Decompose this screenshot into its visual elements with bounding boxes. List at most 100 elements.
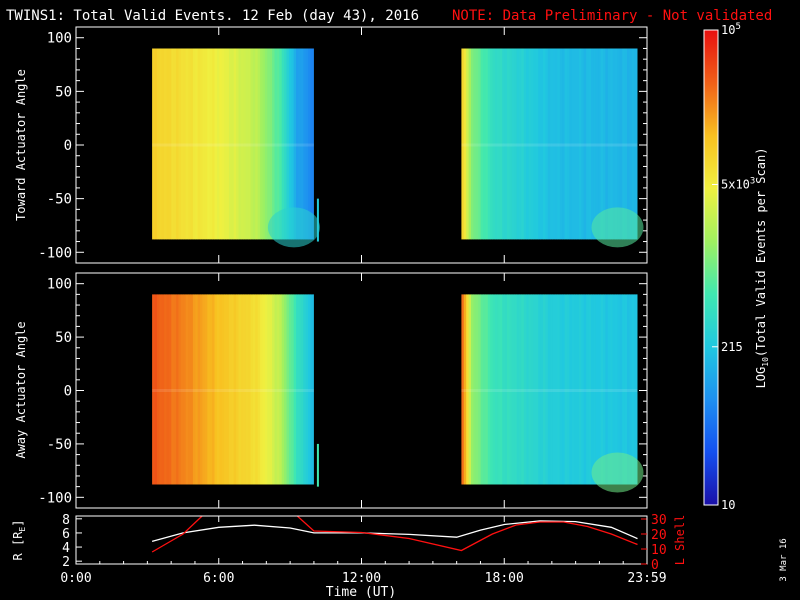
- away-angle-panel: -100 -50 0 50 100 Away Actuator Angle: [14, 272, 648, 509]
- away-heatmap-column: [257, 294, 261, 485]
- toward-heatmap-column: [284, 48, 287, 240]
- toward-heatmap-column: [555, 48, 558, 240]
- away-heatmap-column: [634, 294, 637, 485]
- away-heatmap-column: [202, 294, 206, 485]
- toward-heatmap-column: [243, 48, 247, 240]
- away-heatmap-column: [463, 294, 467, 485]
- away-heatmap-column: [617, 294, 621, 485]
- away-heatmap-column: [547, 294, 551, 485]
- away-heatmap-column: [154, 294, 158, 485]
- away-heatmap-column: [538, 294, 541, 485]
- lshell-line: [151, 516, 638, 553]
- toward-heatmap-column: [200, 48, 203, 240]
- toward-edge-enhancement: [267, 207, 320, 248]
- toward-heatmap-column: [276, 48, 280, 240]
- away-edge-sliver: [316, 443, 319, 487]
- toward-heatmap-column: [255, 48, 259, 240]
- away-heatmap-column: [281, 294, 285, 485]
- away-heatmap-column: [492, 294, 496, 485]
- away-heatmap-column: [526, 294, 529, 485]
- toward-heatmap-column: [286, 48, 290, 240]
- away-heatmap-column: [171, 294, 175, 485]
- toward-heatmap-cells: [152, 48, 644, 248]
- toward-heatmap-column: [252, 48, 256, 240]
- away-heatmap-column: [471, 294, 474, 485]
- away-heatmap-column: [559, 294, 563, 485]
- toward-heatmap-column: [207, 48, 211, 240]
- toward-heatmap-column: [607, 48, 611, 240]
- away-heatmap-column: [581, 294, 585, 485]
- toward-heatmap-column: [166, 48, 170, 240]
- toward-heatmap-column: [600, 48, 604, 240]
- toward-heatmap-column: [547, 48, 551, 240]
- toward-heatmap-column: [622, 48, 625, 240]
- toward-heatmap-column: [159, 48, 163, 240]
- away-heatmap-column: [576, 294, 580, 485]
- toward-heatmap-column: [288, 48, 292, 240]
- away-heatmap-column: [528, 294, 532, 485]
- toward-heatmap-column: [511, 48, 515, 240]
- preliminary-note: NOTE: Data Preliminary - Not validated: [452, 8, 772, 24]
- toward-heatmap-column: [545, 48, 549, 240]
- toward-heatmap-column: [164, 48, 167, 240]
- away-heatmap-column: [192, 294, 196, 485]
- away-heatmap-column: [178, 294, 182, 485]
- toward-heatmap-column: [487, 48, 491, 240]
- away-heatmap-column: [207, 294, 211, 485]
- toward-heatmap-column: [538, 48, 541, 240]
- toward-heatmap-column: [483, 48, 486, 240]
- away-zero-angle-band: [152, 389, 314, 392]
- toward-heatmap-column: [248, 48, 251, 240]
- away-heatmap-column: [603, 294, 606, 485]
- away-heatmap-column: [183, 294, 187, 485]
- toward-heatmap-column: [528, 48, 532, 240]
- lshell-axis-label: L Shell: [673, 515, 687, 566]
- r-tick-label: 4: [62, 541, 70, 556]
- ephemeris-lines: [151, 516, 638, 553]
- away-heatmap-column: [478, 294, 481, 485]
- colorbar-label: LOG10(Total Valid Events per Scan): [754, 148, 770, 389]
- away-heatmap-column: [279, 294, 283, 485]
- toward-heatmap-column: [461, 48, 465, 240]
- away-heatmap-column: [480, 294, 484, 485]
- toward-heatmap-column: [497, 48, 501, 240]
- away-heatmap-column: [188, 294, 191, 485]
- away-heatmap-column: [248, 294, 251, 485]
- away-heatmap-column: [586, 294, 589, 485]
- r-tick-label: 2: [62, 555, 70, 570]
- r-tick-label: 8: [62, 513, 70, 528]
- r-distance-line: [151, 520, 638, 543]
- away-heatmap-column: [200, 294, 203, 485]
- toward-heatmap-column: [619, 48, 623, 240]
- toward-heatmap-column: [296, 48, 299, 240]
- toward-heatmap-column: [185, 48, 189, 240]
- toward-heatmap-column: [236, 48, 239, 240]
- away-heatmap-column: [216, 294, 220, 485]
- away-heatmap-column: [483, 294, 486, 485]
- away-heatmap-column: [473, 294, 477, 485]
- toward-heatmap-column: [154, 48, 158, 240]
- toward-heatmap-column: [526, 48, 529, 240]
- toward-heatmap-column: [559, 48, 563, 240]
- time-axis-label: Time (UT): [326, 585, 396, 600]
- away-heatmap-column: [636, 294, 638, 485]
- toward-heatmap-column: [195, 48, 199, 240]
- away-heatmap-column: [504, 294, 508, 485]
- away-heatmap-cells: [152, 294, 644, 493]
- away-heatmap-column: [166, 294, 170, 485]
- toward-heatmap-column: [557, 48, 561, 240]
- toward-heatmap-column: [197, 48, 201, 240]
- away-heatmap-column: [485, 294, 489, 485]
- toward-heatmap-column: [176, 48, 179, 240]
- away-heatmap-column: [521, 294, 525, 485]
- time-tick-label: 18:00: [485, 571, 524, 586]
- lshell-tick-label: 10: [651, 543, 667, 558]
- toward-heatmap-column: [605, 48, 609, 240]
- toward-heatmap-column: [516, 48, 520, 240]
- away-heatmap-column: [190, 294, 194, 485]
- away-heatmap-column: [240, 294, 244, 485]
- toward-heatmap-column: [473, 48, 477, 240]
- toward-y-tick-label: 100: [47, 31, 72, 47]
